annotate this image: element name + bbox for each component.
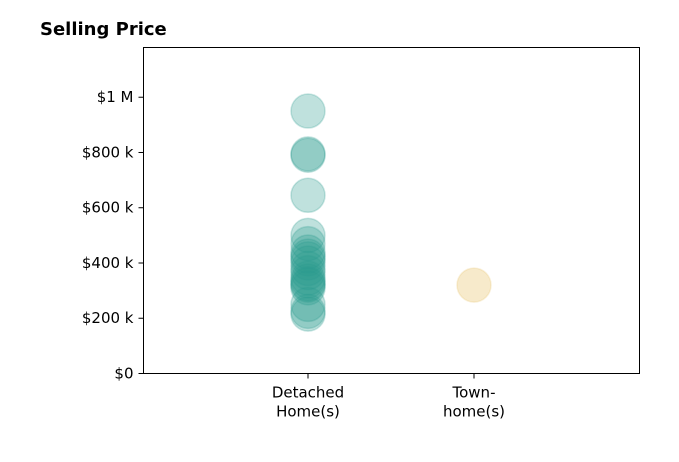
y-tick-label: $400 k <box>82 254 134 272</box>
plot-frame <box>143 47 640 374</box>
data-point <box>456 267 492 303</box>
data-point <box>290 250 326 287</box>
data-point <box>290 93 326 129</box>
data-point <box>290 265 326 302</box>
data-point <box>290 225 326 262</box>
data-point <box>290 260 326 296</box>
y-tick-label: $200 k <box>82 309 134 327</box>
y-tick-label: $600 k <box>82 199 134 217</box>
data-point <box>290 241 326 277</box>
y-axis: $0 $200 k $400 k $600 k $800 k $1 M <box>82 88 144 383</box>
data-point <box>290 217 326 254</box>
data-point <box>290 286 326 323</box>
data-point <box>290 296 326 332</box>
y-tick-label: $800 k <box>82 143 134 161</box>
chart-title: Selling Price <box>40 19 167 40</box>
data-point <box>290 245 326 281</box>
y-tick-label: $0 <box>114 365 133 383</box>
data-point <box>290 267 326 303</box>
data-point <box>290 137 326 173</box>
data-point <box>290 238 326 274</box>
x-tick-label: Town-home(s) <box>443 384 505 421</box>
x-tick-label: Detached Home(s) <box>272 384 344 421</box>
data-point <box>290 263 326 299</box>
data-point <box>290 177 326 214</box>
data-point <box>290 254 326 291</box>
data-point <box>290 136 326 172</box>
data-point <box>290 234 326 270</box>
data-points <box>290 93 492 332</box>
x-axis: Detached Home(s) Town-home(s) <box>272 373 505 421</box>
data-point <box>290 270 326 306</box>
data-point <box>290 293 326 330</box>
y-tick-label: $1 M <box>97 88 134 106</box>
